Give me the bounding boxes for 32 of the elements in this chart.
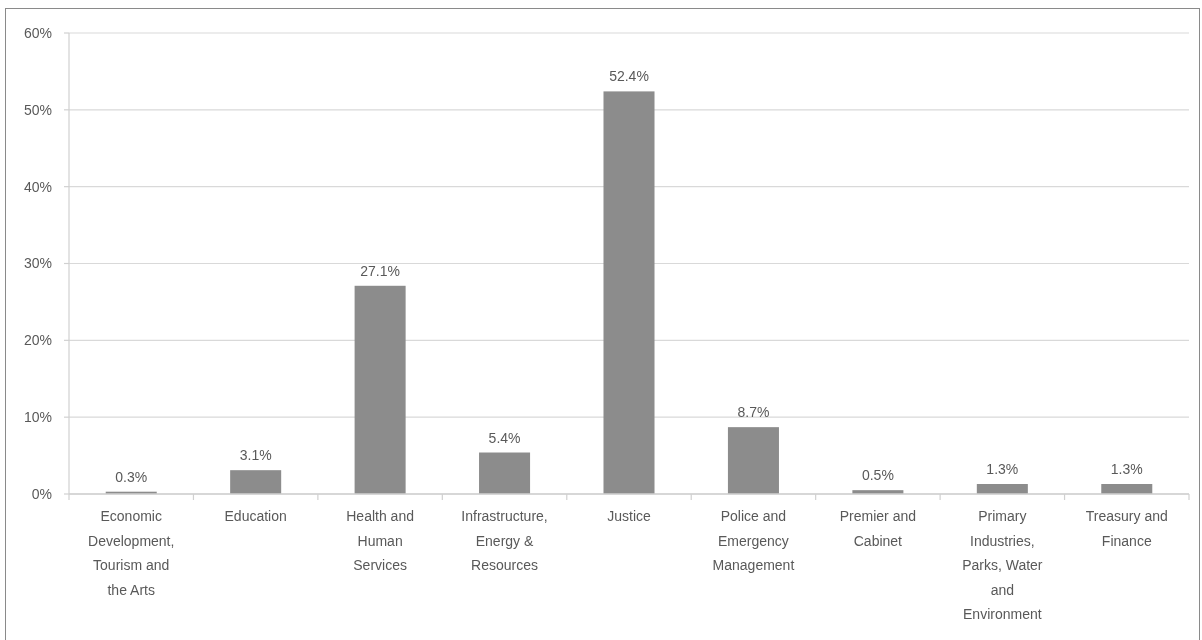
x-tick-label: Premier and Cabinet	[839, 508, 917, 549]
y-tick-label: 10%	[23, 409, 52, 426]
bar	[976, 484, 1028, 494]
data-label: 1.3%	[986, 461, 1019, 478]
y-tick-label: 0%	[31, 485, 52, 502]
bar	[479, 452, 531, 494]
x-tick-label: Economic Development, Tourism and the Arts	[88, 508, 175, 598]
bar	[727, 427, 779, 494]
y-tick-label: 50%	[23, 101, 52, 118]
data-label: 8.7%	[737, 404, 770, 421]
x-tick-label: Health and Human Services	[346, 508, 414, 573]
y-tick-label: 40%	[23, 178, 52, 195]
data-label: 52.4%	[609, 68, 649, 85]
data-label: 1.3%	[1110, 461, 1143, 478]
x-tick-label: Treasury and Finance	[1085, 508, 1168, 549]
y-tick-label: 20%	[23, 332, 52, 349]
data-label: 0.3%	[115, 468, 148, 485]
data-label: 27.1%	[360, 262, 400, 279]
y-tick-label: 30%	[23, 255, 52, 272]
data-label: 5.4%	[488, 429, 521, 446]
data-label: 3.1%	[239, 447, 272, 464]
x-tick-label: Education	[224, 508, 287, 524]
x-tick-label: Infrastructure, Energy & Resources	[461, 508, 548, 573]
bar	[230, 470, 282, 494]
x-tick-label: Primary Industries, Parks, Water and Environment	[962, 508, 1043, 622]
bar	[354, 285, 406, 494]
bar	[1101, 484, 1153, 494]
x-tick-label: Police and Emergency Management	[712, 508, 795, 573]
x-tick-label: Justice	[607, 508, 651, 524]
data-label: 0.5%	[861, 467, 894, 484]
y-tick-label: 60%	[23, 24, 52, 41]
bar	[603, 91, 655, 494]
